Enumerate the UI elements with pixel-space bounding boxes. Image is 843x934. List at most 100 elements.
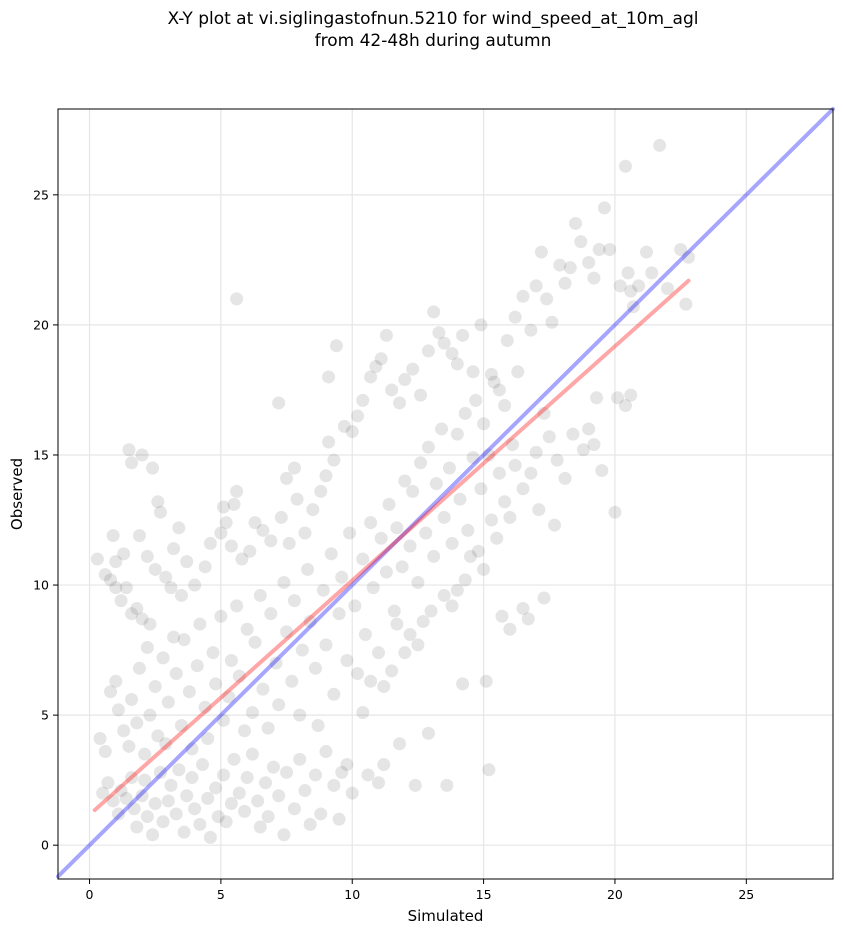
data-point xyxy=(159,570,173,584)
data-point xyxy=(374,531,388,545)
data-point xyxy=(274,510,288,524)
data-point xyxy=(498,399,512,413)
data-point xyxy=(471,544,485,558)
data-point xyxy=(224,653,238,667)
data-point xyxy=(209,677,223,691)
data-point xyxy=(132,529,146,543)
data-point xyxy=(521,612,535,626)
data-point xyxy=(372,776,386,790)
data-point xyxy=(245,706,259,720)
data-point xyxy=(385,383,399,397)
data-point xyxy=(125,771,139,785)
data-point xyxy=(98,745,112,759)
data-point xyxy=(537,406,551,420)
data-point xyxy=(445,536,459,550)
data-point xyxy=(90,552,104,566)
data-point xyxy=(558,471,572,485)
data-point xyxy=(613,279,627,293)
data-point xyxy=(450,357,464,371)
data-point xyxy=(214,609,228,623)
data-point xyxy=(119,791,133,805)
data-point xyxy=(111,807,125,821)
fit-line xyxy=(92,278,691,813)
data-point xyxy=(217,500,231,514)
data-point xyxy=(319,469,333,483)
data-point xyxy=(248,516,262,530)
data-point xyxy=(143,617,157,631)
data-point xyxy=(548,518,562,532)
data-point xyxy=(419,526,433,540)
data-point xyxy=(382,497,396,511)
data-point xyxy=(214,526,228,540)
y-tick-label: 0 xyxy=(41,838,49,853)
data-point xyxy=(621,266,635,280)
data-point xyxy=(280,625,294,639)
data-point xyxy=(114,594,128,608)
data-point xyxy=(156,651,170,665)
data-point xyxy=(456,677,470,691)
data-point xyxy=(174,719,188,733)
data-point xyxy=(492,466,506,480)
data-point xyxy=(632,279,646,293)
grid-lines xyxy=(58,109,833,879)
data-point xyxy=(563,261,577,275)
x-tick-label: 5 xyxy=(217,887,225,902)
data-point xyxy=(358,627,372,641)
data-point xyxy=(505,438,519,452)
data-point xyxy=(537,591,551,605)
data-point xyxy=(243,544,257,558)
data-point xyxy=(219,815,233,829)
data-point xyxy=(156,815,170,829)
data-point xyxy=(109,674,123,688)
data-point xyxy=(180,789,194,803)
data-point xyxy=(251,794,265,808)
data-point xyxy=(364,674,378,688)
data-point xyxy=(595,464,609,478)
y-tick-label: 5 xyxy=(41,708,49,723)
data-point xyxy=(314,807,328,821)
data-point xyxy=(248,635,262,649)
data-point xyxy=(553,258,567,272)
data-point xyxy=(479,674,493,688)
data-point xyxy=(104,685,118,699)
data-point xyxy=(327,687,341,701)
data-point xyxy=(298,526,312,540)
data-point xyxy=(114,784,128,798)
data-point xyxy=(442,461,456,475)
data-point xyxy=(253,820,267,834)
chart-title: X-Y plot at vi.siglingastofnun.5210 for … xyxy=(167,9,699,51)
data-point xyxy=(437,588,451,602)
data-point xyxy=(238,804,252,818)
data-point xyxy=(172,521,186,535)
data-point xyxy=(169,807,183,821)
data-point xyxy=(674,242,688,256)
data-point xyxy=(282,536,296,550)
data-point xyxy=(329,339,343,353)
data-point xyxy=(387,604,401,618)
data-point xyxy=(374,352,388,366)
data-point xyxy=(458,406,472,420)
data-point xyxy=(151,495,165,509)
data-point xyxy=(511,365,525,379)
data-point xyxy=(106,794,120,808)
data-point xyxy=(182,685,196,699)
data-point xyxy=(492,383,506,397)
data-point xyxy=(193,817,207,831)
data-point xyxy=(487,375,501,389)
data-point xyxy=(516,289,530,303)
data-point xyxy=(458,573,472,587)
data-point xyxy=(261,810,275,824)
data-point xyxy=(366,581,380,595)
data-point xyxy=(461,523,475,537)
data-point xyxy=(111,703,125,717)
x-tick-label: 0 xyxy=(86,887,94,902)
data-point xyxy=(372,646,386,660)
data-point xyxy=(295,643,309,657)
data-point xyxy=(421,440,435,454)
data-point xyxy=(308,661,322,675)
y-axis-label: Observed xyxy=(8,458,26,530)
data-point xyxy=(608,505,622,519)
data-point xyxy=(185,771,199,785)
data-point xyxy=(545,315,559,329)
